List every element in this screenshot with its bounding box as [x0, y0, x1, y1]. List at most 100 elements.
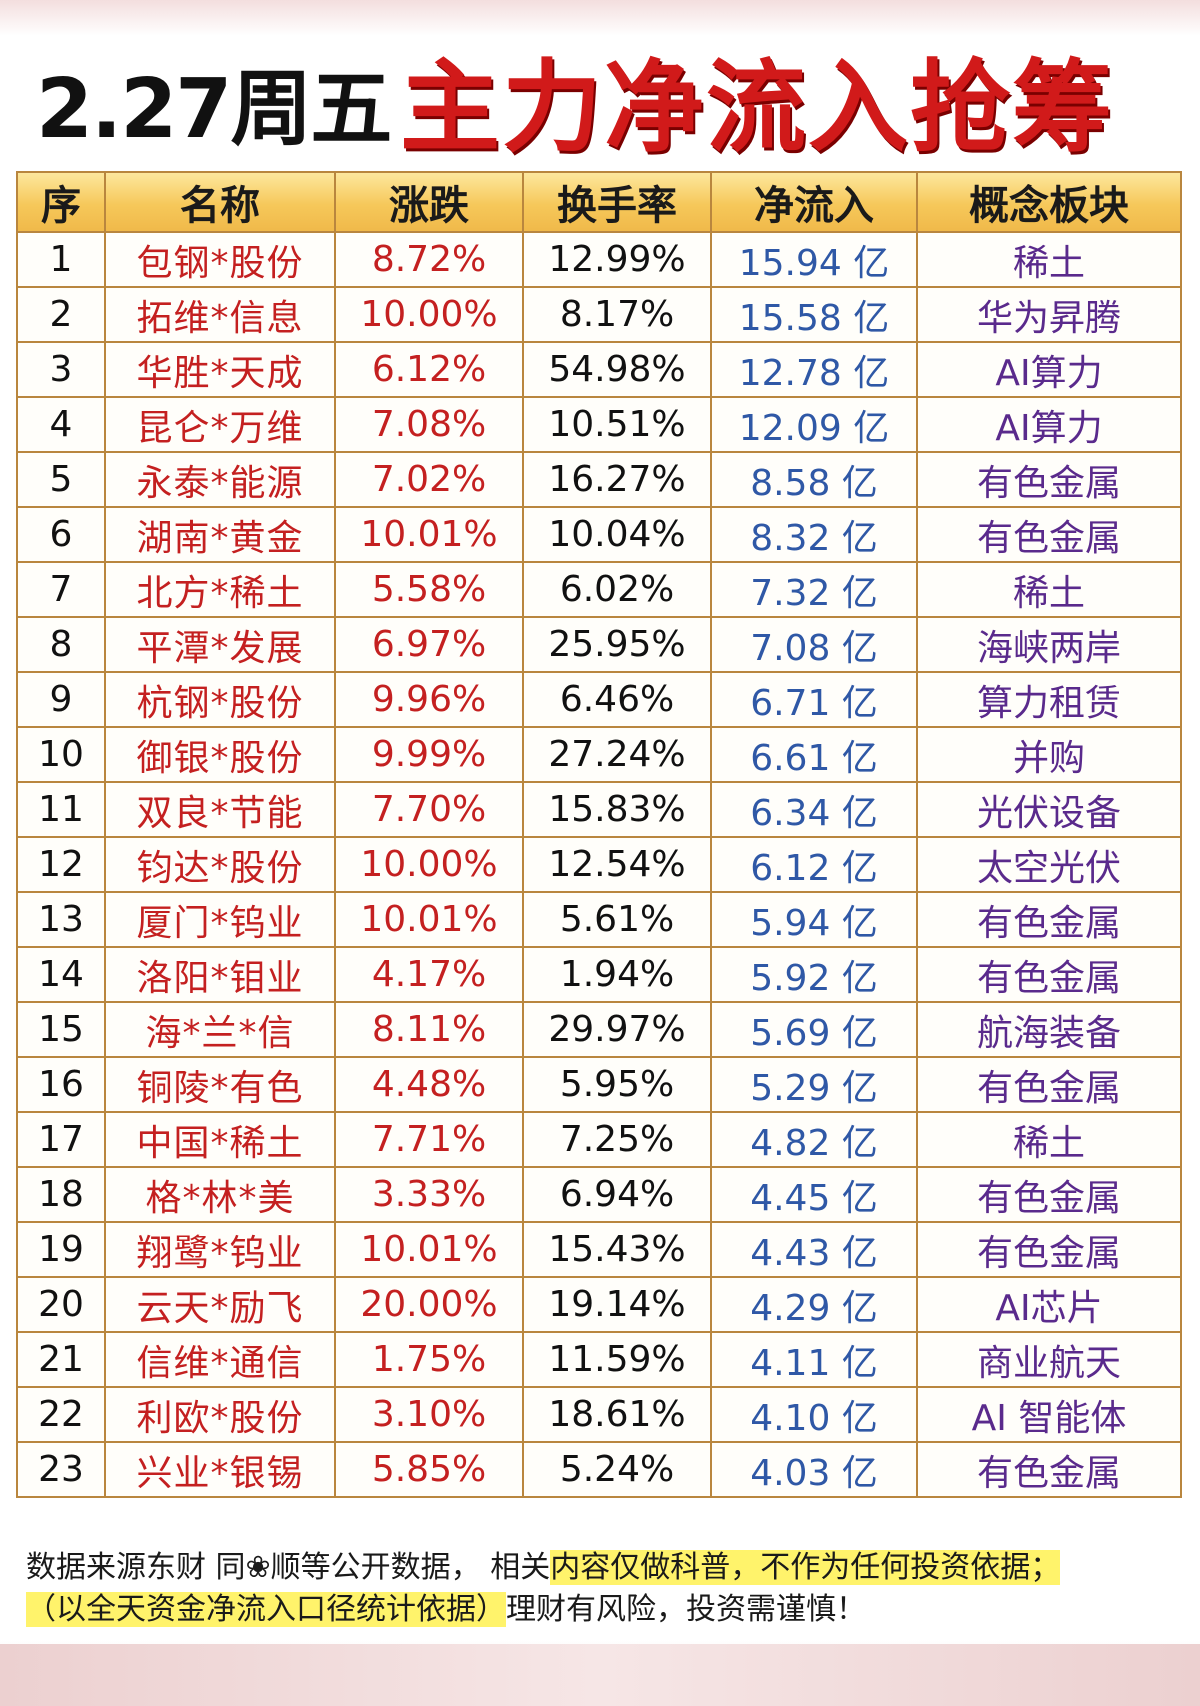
row-net-inflow: 15.58 亿	[710, 286, 918, 343]
row-rank: 7	[16, 561, 106, 618]
row-rank: 11	[16, 781, 106, 838]
row-concept: 稀土	[916, 1111, 1182, 1168]
row-turnover: 12.54%	[522, 836, 712, 893]
row-change: 7.02%	[334, 451, 524, 508]
row-net-inflow: 6.61 亿	[710, 726, 918, 783]
row-change: 9.96%	[334, 671, 524, 728]
table-row: 3 华胜*天成 6.12% 54.98% 12.78 亿 AI算力	[16, 341, 1182, 398]
row-change: 6.97%	[334, 616, 524, 673]
row-rank: 2	[16, 286, 106, 343]
row-concept: AI算力	[916, 396, 1182, 453]
row-concept: AI算力	[916, 341, 1182, 398]
row-name: 昆仑*万维	[104, 396, 336, 453]
table-row: 15 海*兰*信 8.11% 29.97% 5.69 亿航海装备	[16, 1001, 1182, 1058]
table-row: 9 杭钢*股份 9.96% 6.46% 6.71 亿算力租赁	[16, 671, 1182, 728]
disclaimer-risk: 理财有风险，投资需谨慎！	[506, 1592, 866, 1627]
row-concept: 算力租赁	[916, 671, 1182, 728]
row-net-inflow: 6.71 亿	[710, 671, 918, 728]
row-concept: 有色金属	[916, 451, 1182, 508]
row-change: 3.33%	[334, 1166, 524, 1223]
row-rank: 23	[16, 1441, 106, 1498]
row-net-inflow: 4.29 亿	[710, 1276, 918, 1333]
row-net-inflow: 5.29 亿	[710, 1056, 918, 1113]
row-name: 洛阳*钼业	[104, 946, 336, 1003]
row-rank: 8	[16, 616, 106, 673]
row-net-inflow: 4.45 亿	[710, 1166, 918, 1223]
table-row: 21 信维*通信 1.75% 11.59% 4.11 亿商业航天	[16, 1331, 1182, 1388]
row-concept: 有色金属	[916, 1166, 1182, 1223]
row-net-inflow: 4.10 亿	[710, 1386, 918, 1443]
table-row: 17 中国*稀土 7.71% 7.25% 4.82 亿稀土	[16, 1111, 1182, 1168]
table-row: 23 兴业*银锡 5.85% 5.24% 4.03 亿有色金属	[16, 1441, 1182, 1498]
row-concept: 航海装备	[916, 1001, 1182, 1058]
table-row: 6 湖南*黄金 10.01% 10.04% 8.32 亿有色金属	[16, 506, 1182, 563]
row-name: 翔鹭*钨业	[104, 1221, 336, 1278]
row-turnover: 18.61%	[522, 1386, 712, 1443]
row-rank: 9	[16, 671, 106, 728]
table-row: 20 云天*励飞 20.00% 19.14% 4.29 亿 AI芯片	[16, 1276, 1182, 1333]
row-concept: AI 智能体	[916, 1386, 1182, 1443]
row-name: 利欧*股份	[104, 1386, 336, 1443]
row-rank: 21	[16, 1331, 106, 1388]
disclaimer-source: 数据来源东财 同❀顺等公开数据， 相关	[26, 1550, 551, 1585]
row-change: 1.75%	[334, 1331, 524, 1388]
row-turnover: 5.24%	[522, 1441, 712, 1498]
row-rank: 17	[16, 1111, 106, 1168]
row-name: 云天*励飞	[104, 1276, 336, 1333]
row-name: 平潭*发展	[104, 616, 336, 673]
disclaimer-highlight-2: （以全天资金净流入口径统计依据）	[26, 1592, 506, 1627]
row-name: 钧达*股份	[104, 836, 336, 893]
header-turnover: 换手率	[522, 171, 712, 233]
row-net-inflow: 8.32 亿	[710, 506, 918, 563]
row-net-inflow: 5.94 亿	[710, 891, 918, 948]
row-rank: 20	[16, 1276, 106, 1333]
row-name: 杭钢*股份	[104, 671, 336, 728]
row-concept: 有色金属	[916, 946, 1182, 1003]
table-row: 1 包钢*股份 8.72% 12.99% 15.94 亿稀土	[16, 231, 1182, 288]
row-turnover: 12.99%	[522, 231, 712, 288]
row-rank: 1	[16, 231, 106, 288]
row-rank: 18	[16, 1166, 106, 1223]
row-net-inflow: 5.69 亿	[710, 1001, 918, 1058]
row-net-inflow: 12.78 亿	[710, 341, 918, 398]
row-name: 兴业*银锡	[104, 1441, 336, 1498]
header-net-inflow: 净流入	[710, 171, 918, 233]
table-row: 5 永泰*能源 7.02% 16.27% 8.58 亿有色金属	[16, 451, 1182, 508]
row-change: 7.70%	[334, 781, 524, 838]
table-row: 12 钧达*股份 10.00% 12.54% 6.12 亿太空光伏	[16, 836, 1182, 893]
row-rank: 3	[16, 341, 106, 398]
row-name: 北方*稀土	[104, 561, 336, 618]
table-row: 7 北方*稀土 5.58% 6.02% 7.32 亿稀土	[16, 561, 1182, 618]
row-change: 8.72%	[334, 231, 524, 288]
table-row: 4 昆仑*万维 7.08% 10.51% 12.09 亿 AI算力	[16, 396, 1182, 453]
row-name: 中国*稀土	[104, 1111, 336, 1168]
row-change: 4.48%	[334, 1056, 524, 1113]
row-name: 包钢*股份	[104, 231, 336, 288]
row-net-inflow: 8.58 亿	[710, 451, 918, 508]
row-change: 9.99%	[334, 726, 524, 783]
row-rank: 19	[16, 1221, 106, 1278]
table-row: 14 洛阳*钼业 4.17% 1.94% 5.92 亿有色金属	[16, 946, 1182, 1003]
row-concept: 稀土	[916, 561, 1182, 618]
row-turnover: 27.24%	[522, 726, 712, 783]
header-rank: 序	[16, 171, 106, 233]
row-name: 湖南*黄金	[104, 506, 336, 563]
row-turnover: 1.94%	[522, 946, 712, 1003]
row-turnover: 11.59%	[522, 1331, 712, 1388]
row-change: 4.17%	[334, 946, 524, 1003]
table-row: 19 翔鹭*钨业 10.01% 15.43% 4.43 亿有色金属	[16, 1221, 1182, 1278]
row-concept: 海峡两岸	[916, 616, 1182, 673]
disclaimer: 数据来源东财 同❀顺等公开数据， 相关内容仅做科普，不作为任何投资依据； （以全…	[26, 1547, 1176, 1631]
row-concept: 太空光伏	[916, 836, 1182, 893]
row-rank: 22	[16, 1386, 106, 1443]
table-row: 13 厦门*钨业 10.01% 5.61% 5.94 亿有色金属	[16, 891, 1182, 948]
row-concept: 商业航天	[916, 1331, 1182, 1388]
disclaimer-line-2: （以全天资金净流入口径统计依据）理财有风险，投资需谨慎！	[26, 1589, 1176, 1631]
row-rank: 12	[16, 836, 106, 893]
row-turnover: 15.83%	[522, 781, 712, 838]
table-row: 22 利欧*股份 3.10% 18.61% 4.10 亿 AI 智能体	[16, 1386, 1182, 1443]
bottom-band	[0, 1644, 1200, 1706]
row-name: 海*兰*信	[104, 1001, 336, 1058]
row-net-inflow: 6.12 亿	[710, 836, 918, 893]
row-net-inflow: 12.09 亿	[710, 396, 918, 453]
